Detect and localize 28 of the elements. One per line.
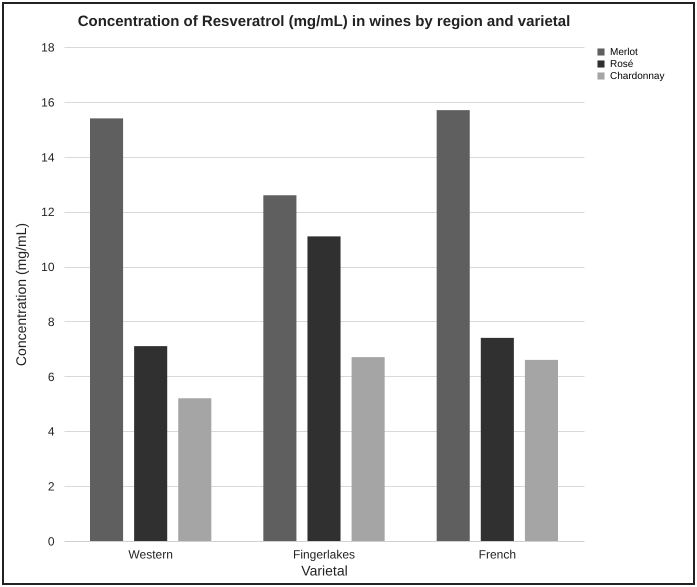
- y-tick-label: 0: [48, 534, 55, 548]
- legend-label: Merlot: [610, 47, 638, 58]
- bar: [352, 357, 385, 541]
- y-tick-label: 4: [48, 424, 55, 439]
- bar: [134, 346, 168, 541]
- chart-title: Concentration of Resveratrol (mg/mL) in wines by region and varietal: [78, 13, 570, 30]
- bar: [178, 398, 212, 541]
- y-tick-label: 2: [48, 480, 55, 494]
- bar: [263, 195, 296, 541]
- y-tick-label: 10: [41, 260, 55, 274]
- bar: [480, 338, 514, 541]
- legend-label: Rosé: [610, 59, 634, 70]
- y-tick-label: 12: [41, 205, 55, 220]
- legend-label: Chardonnay: [610, 71, 664, 82]
- x-tick-label: Western: [128, 548, 173, 562]
- y-axis-title: Concentration (mg/mL): [13, 222, 30, 366]
- x-tick-label: Fingerlakes: [292, 548, 356, 562]
- bar: [436, 110, 470, 541]
- y-tick-label: 14: [41, 150, 55, 164]
- bar: [524, 360, 558, 541]
- x-tick-label: French: [478, 548, 516, 562]
- y-tick-label: 6: [48, 370, 55, 384]
- bar: [90, 118, 124, 541]
- x-axis-title: Varietal: [301, 562, 348, 578]
- bar: [307, 236, 341, 541]
- y-tick-label: 8: [48, 314, 55, 329]
- y-tick-label: 16: [41, 95, 55, 110]
- y-tick-label: 18: [41, 40, 55, 54]
